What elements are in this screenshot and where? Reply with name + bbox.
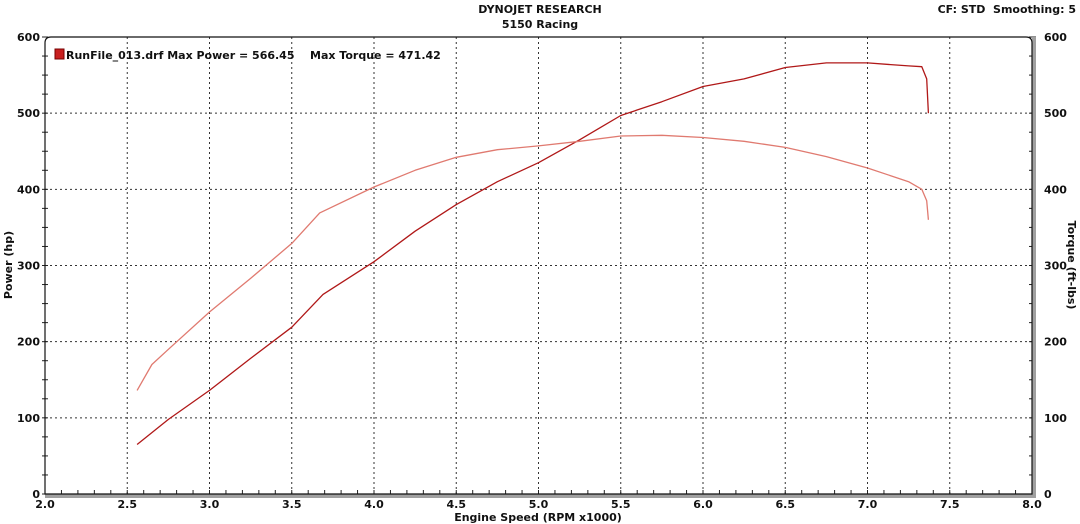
- y2-tick-label: 100: [1044, 412, 1067, 425]
- legend-swatch: [54, 48, 65, 60]
- y2-tick-label: 0: [1044, 488, 1052, 501]
- x-tick-label: 6.5: [776, 498, 796, 511]
- x-tick-label: 2.5: [118, 498, 138, 511]
- chart-subtitle: 5150 Racing: [501, 18, 579, 31]
- torque-line: [136, 134, 930, 391]
- x-tick-label: 5.5: [611, 498, 631, 511]
- legend-text: RunFile_013.drf Max Power = 566.45: [66, 49, 295, 62]
- x-tick-label: 6.0: [693, 498, 713, 511]
- y-tick-label: 400: [17, 183, 40, 196]
- y-tick-label: 200: [17, 336, 40, 349]
- x-tick-label: 7.5: [940, 498, 960, 511]
- y-tick-label: 500: [17, 107, 40, 120]
- y2-axis-shadow: [1032, 37, 1036, 494]
- x-tick-label: 4.0: [364, 498, 384, 511]
- y-tick-label: 0: [32, 488, 40, 501]
- y-axis-label: Power (hp): [2, 231, 15, 299]
- x-tick-label: 2.0: [35, 498, 55, 511]
- grid: [45, 37, 1032, 494]
- chart-title: DYNOJET RESEARCH: [478, 3, 602, 16]
- x-tick-label: 3.0: [200, 498, 220, 511]
- x-tick-label: 5.0: [529, 498, 549, 511]
- x-axis-label: Engine Speed (RPM x1000): [454, 511, 622, 524]
- y2-tick-label: 500: [1044, 107, 1067, 120]
- y2-axis-label: Torque (ft-lbs): [1065, 221, 1078, 310]
- y2-tick-label: 400: [1044, 183, 1067, 196]
- x-tick-label: 3.5: [282, 498, 302, 511]
- y2-tick-label: 200: [1044, 336, 1067, 349]
- x-axis-shadow: [45, 494, 1036, 498]
- power-line: [136, 62, 930, 446]
- legend-max-torque: Max Torque = 471.42: [310, 49, 441, 62]
- y-tick-label: 100: [17, 412, 40, 425]
- x-tick-label: 7.0: [858, 498, 878, 511]
- x-tick-label: 4.5: [447, 498, 467, 511]
- y-tick-label: 600: [17, 31, 40, 44]
- plot-frame: [44, 36, 1033, 495]
- x-tick-label: 8.0: [1022, 498, 1042, 511]
- axes: [42, 36, 1036, 498]
- y2-tick-label: 300: [1044, 260, 1067, 273]
- y-tick-label: 300: [17, 260, 40, 273]
- tick-labels: 2.0 2.5 3.0 3.5 4.0 4.5 5.0 5.5 6.0 6.5 7.0 7.5 8.00…: [17, 31, 1067, 511]
- series-lines: [136, 62, 930, 446]
- y2-tick-label: 600: [1044, 31, 1067, 44]
- settings-label: CF: STD Smoothing: 5: [937, 3, 1076, 16]
